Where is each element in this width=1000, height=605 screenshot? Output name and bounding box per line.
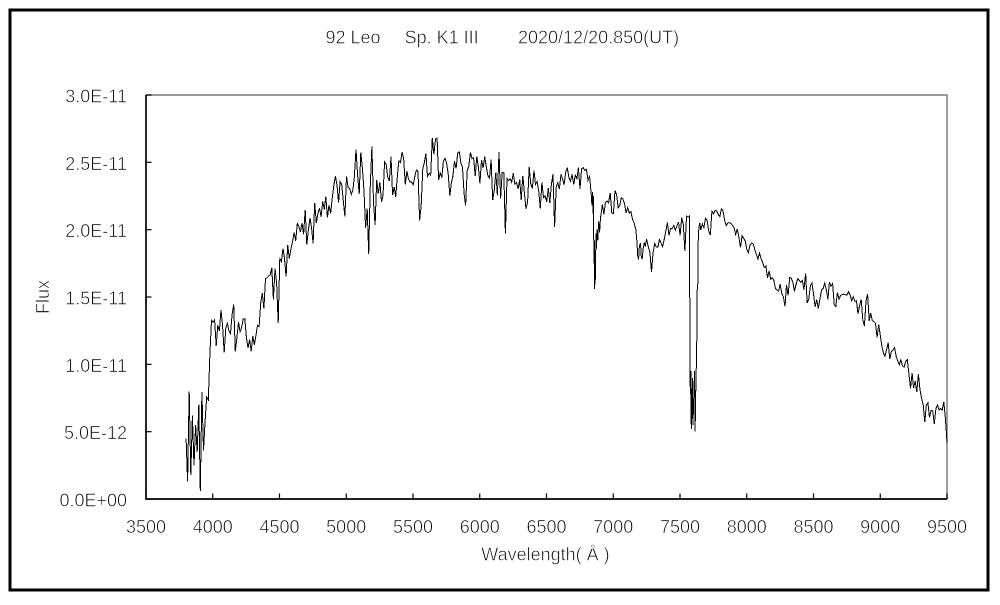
svg-text:92 Leo: 92 Leo: [326, 28, 381, 48]
svg-text:2020/12/20.850(UT): 2020/12/20.850(UT): [518, 28, 679, 48]
svg-text:7500: 7500: [660, 517, 700, 537]
svg-text:8500: 8500: [793, 517, 833, 537]
svg-text:5500: 5500: [393, 517, 433, 537]
svg-text:2.0E-11: 2.0E-11: [65, 221, 127, 241]
svg-text:7000: 7000: [593, 517, 633, 537]
svg-text:5000: 5000: [326, 517, 366, 537]
svg-text:Sp. K1 III: Sp. K1 III: [405, 28, 479, 48]
svg-text:9500: 9500: [927, 517, 967, 537]
svg-text:Wavelength( Å ): Wavelength( Å ): [481, 545, 609, 565]
svg-text:6500: 6500: [526, 517, 566, 537]
svg-text:4500: 4500: [259, 517, 299, 537]
svg-text:1.5E-11: 1.5E-11: [65, 289, 127, 309]
svg-text:3.0E-11: 3.0E-11: [65, 87, 127, 107]
svg-text:3500: 3500: [126, 517, 166, 537]
svg-text:1.0E-11: 1.0E-11: [65, 356, 127, 376]
svg-text:8000: 8000: [727, 517, 767, 537]
svg-text:0.0E+00: 0.0E+00: [59, 491, 127, 511]
svg-text:6000: 6000: [460, 517, 500, 537]
svg-text:2.5E-11: 2.5E-11: [65, 154, 127, 174]
svg-text:5.0E-12: 5.0E-12: [64, 423, 127, 443]
svg-text:Flux: Flux: [33, 280, 53, 314]
svg-text:4000: 4000: [193, 517, 233, 537]
svg-text:9000: 9000: [860, 517, 900, 537]
